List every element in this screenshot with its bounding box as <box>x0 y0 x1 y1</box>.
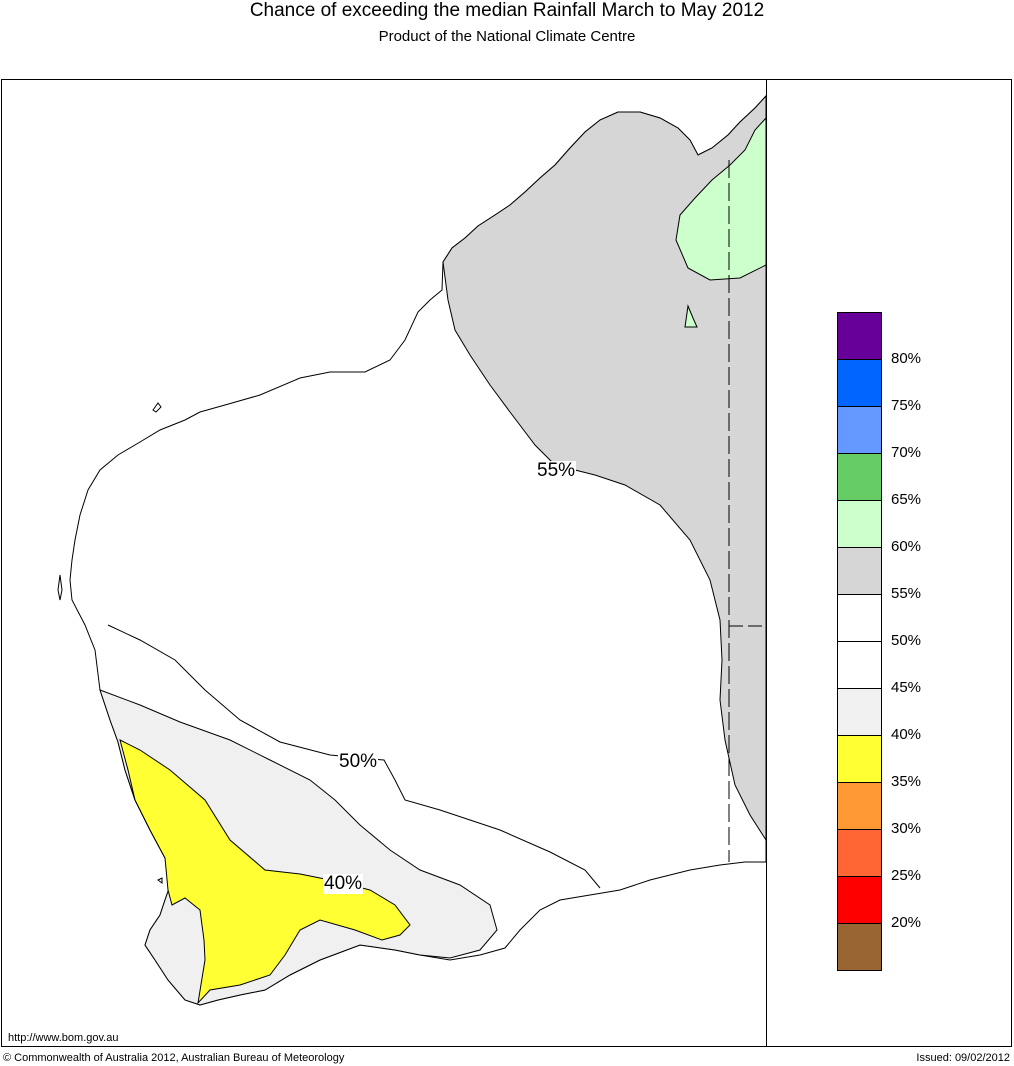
island-2 <box>57 574 63 601</box>
green-region-small <box>684 304 698 328</box>
page-title: Chance of exceeding the median Rainfall … <box>249 0 765 21</box>
legend-swatch <box>837 312 882 359</box>
contour-line-50 <box>107 624 601 889</box>
copyright-text: © Commonwealth of Australia 2012, Austra… <box>3 1052 345 1064</box>
legend-swatch <box>837 453 882 500</box>
island-3 <box>157 877 163 884</box>
legend-swatch <box>837 829 882 876</box>
green-region-northeast <box>675 116 767 281</box>
legend-tick-label: 45% <box>891 679 922 696</box>
legend-swatch <box>837 782 882 829</box>
legend-swatch <box>837 406 882 453</box>
legend-tick-label: 20% <box>891 914 922 931</box>
legend-tick-label: 50% <box>891 632 922 649</box>
legend-tick-label: 80% <box>891 350 922 367</box>
map-frame <box>1 79 1012 1047</box>
legend-swatch <box>837 547 882 594</box>
legend-tick-label: 25% <box>891 867 922 884</box>
grey-region-northeast <box>442 94 767 842</box>
contour-label-50: 50% <box>338 751 379 772</box>
yellow-region-southwest <box>119 739 411 1005</box>
legend-tick-label: 40% <box>891 726 922 743</box>
island-1 <box>152 402 162 413</box>
color-legend <box>837 312 882 971</box>
legend-tick-label: 30% <box>891 820 922 837</box>
legend-swatch <box>837 594 882 641</box>
legend-tick-label: 35% <box>891 773 922 790</box>
legend-swatch <box>837 500 882 547</box>
page-subtitle: Product of the National Climate Centre <box>378 28 636 45</box>
legend-swatch <box>837 876 882 923</box>
legend-swatch <box>837 641 882 688</box>
issued-date: Issued: 09/02/2012 <box>916 1052 1010 1064</box>
legend-tick-label: 60% <box>891 538 922 555</box>
source-url: http://www.bom.gov.au <box>8 1032 119 1044</box>
legend-swatch <box>837 735 882 782</box>
legend-swatch <box>837 359 882 406</box>
legend-tick-label: 70% <box>891 444 922 461</box>
contour-label-55: 55% <box>536 460 577 481</box>
legend-swatch <box>837 688 882 735</box>
legend-tick-label: 55% <box>891 585 922 602</box>
legend-tick-label: 75% <box>891 397 922 414</box>
map-legend-divider <box>766 79 767 1047</box>
legend-tick-label: 65% <box>891 491 922 508</box>
legend-swatch <box>837 923 882 971</box>
contour-label-40: 40% <box>323 873 364 894</box>
